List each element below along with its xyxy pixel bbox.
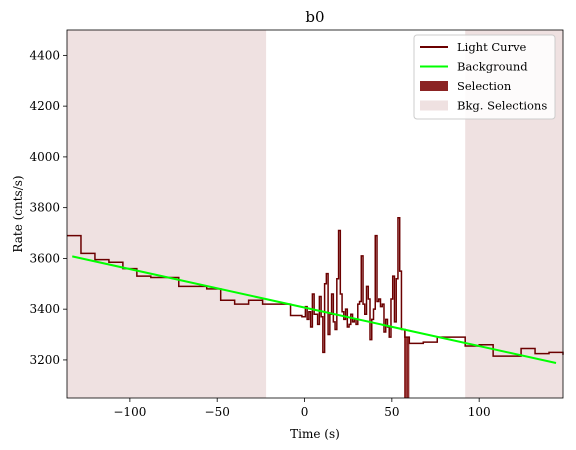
selection-bar [408, 337, 410, 398]
x-tick-label: −100 [113, 405, 146, 419]
x-tick-label: 100 [468, 405, 491, 419]
legend-label: Selection [457, 79, 512, 93]
y-tick-label: 3800 [29, 201, 60, 215]
legend-label: Bkg. Selections [457, 99, 547, 113]
x-tick-label: 0 [301, 405, 309, 419]
bkg-selection-band [67, 30, 267, 398]
selection-bar [404, 329, 405, 398]
background-fit-line [72, 255, 557, 364]
legend-swatch-patch [420, 100, 448, 111]
x-axis-label: Time (s) [290, 427, 340, 441]
plot-frame [66, 29, 564, 399]
light-curve-line [67, 217, 564, 357]
legend-label: Light Curve [457, 40, 527, 54]
y-tick-label: 4400 [29, 48, 60, 62]
x-tick-label: −50 [205, 405, 230, 419]
y-tick-label: 3600 [29, 251, 60, 265]
legend-swatch-patch [420, 81, 448, 91]
selection-bar [406, 337, 409, 398]
y-axis-label: Rate (cnts/s) [11, 175, 25, 252]
y-tick-label: 4200 [29, 99, 60, 113]
selection-bar [404, 337, 407, 398]
x-tick-label: 50 [384, 405, 399, 419]
y-tick-label: 3200 [29, 353, 60, 367]
legend: Light Curve Background Selection Bkg. Selec… [413, 34, 556, 120]
chart-title: b0 [305, 8, 324, 26]
legend-box [413, 34, 556, 120]
selection-region [404, 329, 410, 398]
x-axis-ticks: −100 −50 0 50 100 [113, 398, 491, 419]
y-tick-label: 4000 [29, 150, 60, 164]
y-tick-label: 3400 [29, 302, 60, 316]
y-axis-ticks: 3200 3400 3600 3800 4000 4200 4400 [29, 48, 67, 367]
legend-label: Background [457, 60, 528, 74]
